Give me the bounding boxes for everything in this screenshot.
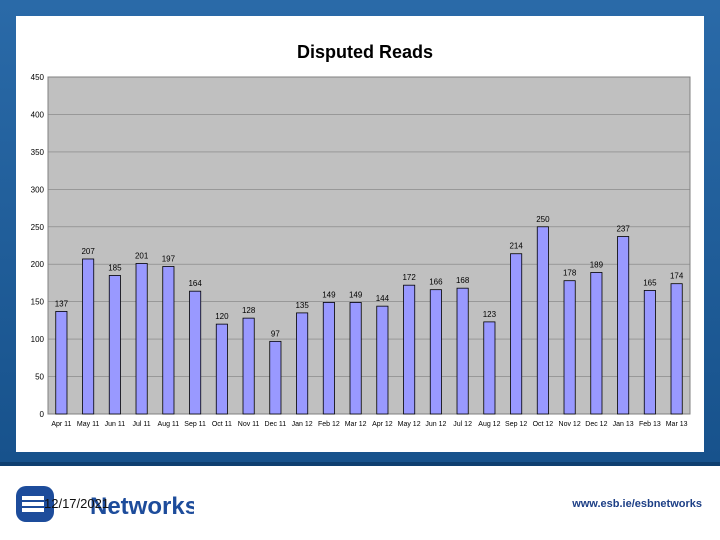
data-label: 149 xyxy=(322,290,336,299)
x-tick-label: Apr 12 xyxy=(372,421,393,428)
bar xyxy=(82,258,95,415)
bar xyxy=(296,312,309,415)
x-tick-label: Aug 11 xyxy=(158,421,180,428)
data-label: 197 xyxy=(162,254,176,263)
data-label: 144 xyxy=(376,294,390,303)
data-label: 120 xyxy=(215,312,229,321)
x-tick-label: Mar 13 xyxy=(666,421,688,428)
bar xyxy=(55,311,68,415)
bar xyxy=(162,266,175,415)
data-label: 174 xyxy=(670,272,684,281)
x-tick-label: May 12 xyxy=(398,421,421,428)
data-label: 123 xyxy=(483,310,497,319)
bar xyxy=(242,317,255,415)
y-tick-label: 400 xyxy=(31,110,45,119)
y-tick-label: 250 xyxy=(31,223,45,232)
bar xyxy=(536,226,549,415)
bar xyxy=(483,321,496,415)
esb-networks-logo: Networks xyxy=(16,486,194,522)
data-label: 168 xyxy=(456,276,470,285)
x-tick-label: Sep 12 xyxy=(505,421,527,428)
plot-background xyxy=(47,76,691,415)
y-tick-label: 200 xyxy=(31,260,45,269)
x-tick-label: Nov 12 xyxy=(559,421,581,428)
x-tick-label: Dec 12 xyxy=(585,421,607,428)
y-tick-label: 50 xyxy=(35,373,44,382)
data-label: 207 xyxy=(81,247,95,256)
bar xyxy=(269,340,282,415)
x-tick-label: Oct 12 xyxy=(533,421,554,428)
data-label: 201 xyxy=(135,251,149,260)
x-tick-label: Jun 12 xyxy=(425,421,446,428)
bar xyxy=(403,284,416,415)
x-tick-label: Jun 11 xyxy=(105,421,126,428)
x-tick-label: Feb 12 xyxy=(318,421,340,428)
bar xyxy=(510,253,523,415)
y-tick-label: 350 xyxy=(31,148,45,157)
data-label: 172 xyxy=(402,273,416,282)
y-tick-label: 300 xyxy=(31,185,45,194)
slide-date: 12/17/2021 xyxy=(44,496,110,511)
x-tick-label: Feb 13 xyxy=(639,421,661,428)
bar xyxy=(349,302,362,415)
data-label: 250 xyxy=(536,215,550,224)
data-label: 166 xyxy=(429,278,443,287)
bar xyxy=(456,287,469,415)
bar xyxy=(189,290,202,415)
x-tick-label: Apr 11 xyxy=(51,421,71,428)
y-tick-label: 150 xyxy=(31,298,45,307)
x-tick-label: Dec 11 xyxy=(265,421,287,428)
bar xyxy=(563,280,576,415)
bar xyxy=(643,290,656,415)
chart-title: Disputed Reads xyxy=(297,42,433,62)
x-tick-label: Jan 13 xyxy=(613,421,634,428)
bar xyxy=(617,236,630,415)
x-tick-label: Jan 12 xyxy=(292,421,313,428)
x-tick-label: May 11 xyxy=(77,421,100,428)
data-label: 165 xyxy=(643,278,657,287)
data-label: 178 xyxy=(563,269,577,278)
data-label: 97 xyxy=(271,329,280,338)
data-label: 137 xyxy=(55,299,69,308)
data-label: 237 xyxy=(616,225,630,234)
plot-area: 0 50 100 150 200 250 300 350 400 450 137 Apr 11 207 M… xyxy=(31,73,691,428)
data-label: 128 xyxy=(242,306,256,315)
data-label: 214 xyxy=(509,242,523,251)
bar-chart: Disputed Reads 0 50 100 150 200 250 300 350 400 4… xyxy=(31,42,691,428)
website-url[interactable]: www.esb.ie/esbnetworks xyxy=(572,498,702,510)
bar xyxy=(590,272,603,415)
footer: Networks 12/17/2021 www.esb.ie/esbnetwor… xyxy=(0,470,720,540)
data-label: 135 xyxy=(295,301,309,310)
svg-text:Networks: Networks xyxy=(90,493,194,520)
bar xyxy=(135,263,148,415)
bar xyxy=(670,283,683,415)
data-label: 149 xyxy=(349,290,363,299)
y-tick-label: 0 xyxy=(40,410,45,419)
x-tick-label: Jul 12 xyxy=(453,421,472,428)
bar xyxy=(376,305,389,415)
y-tick-label: 100 xyxy=(31,335,45,344)
data-label: 185 xyxy=(108,263,122,272)
x-tick-label: Mar 12 xyxy=(345,421,367,428)
bar xyxy=(108,275,121,415)
y-tick-label: 450 xyxy=(31,73,45,82)
x-tick-label: Jul 11 xyxy=(133,421,151,428)
bar xyxy=(322,302,335,415)
bar xyxy=(429,289,442,415)
x-tick-label: Aug 12 xyxy=(478,421,500,428)
x-tick-label: Oct 11 xyxy=(212,421,232,428)
data-label: 164 xyxy=(188,279,202,288)
data-label: 189 xyxy=(590,260,604,269)
bar xyxy=(215,323,228,415)
x-tick-label: Nov 11 xyxy=(238,421,260,428)
x-tick-label: Sep 11 xyxy=(184,421,206,428)
footer-divider xyxy=(0,462,720,466)
